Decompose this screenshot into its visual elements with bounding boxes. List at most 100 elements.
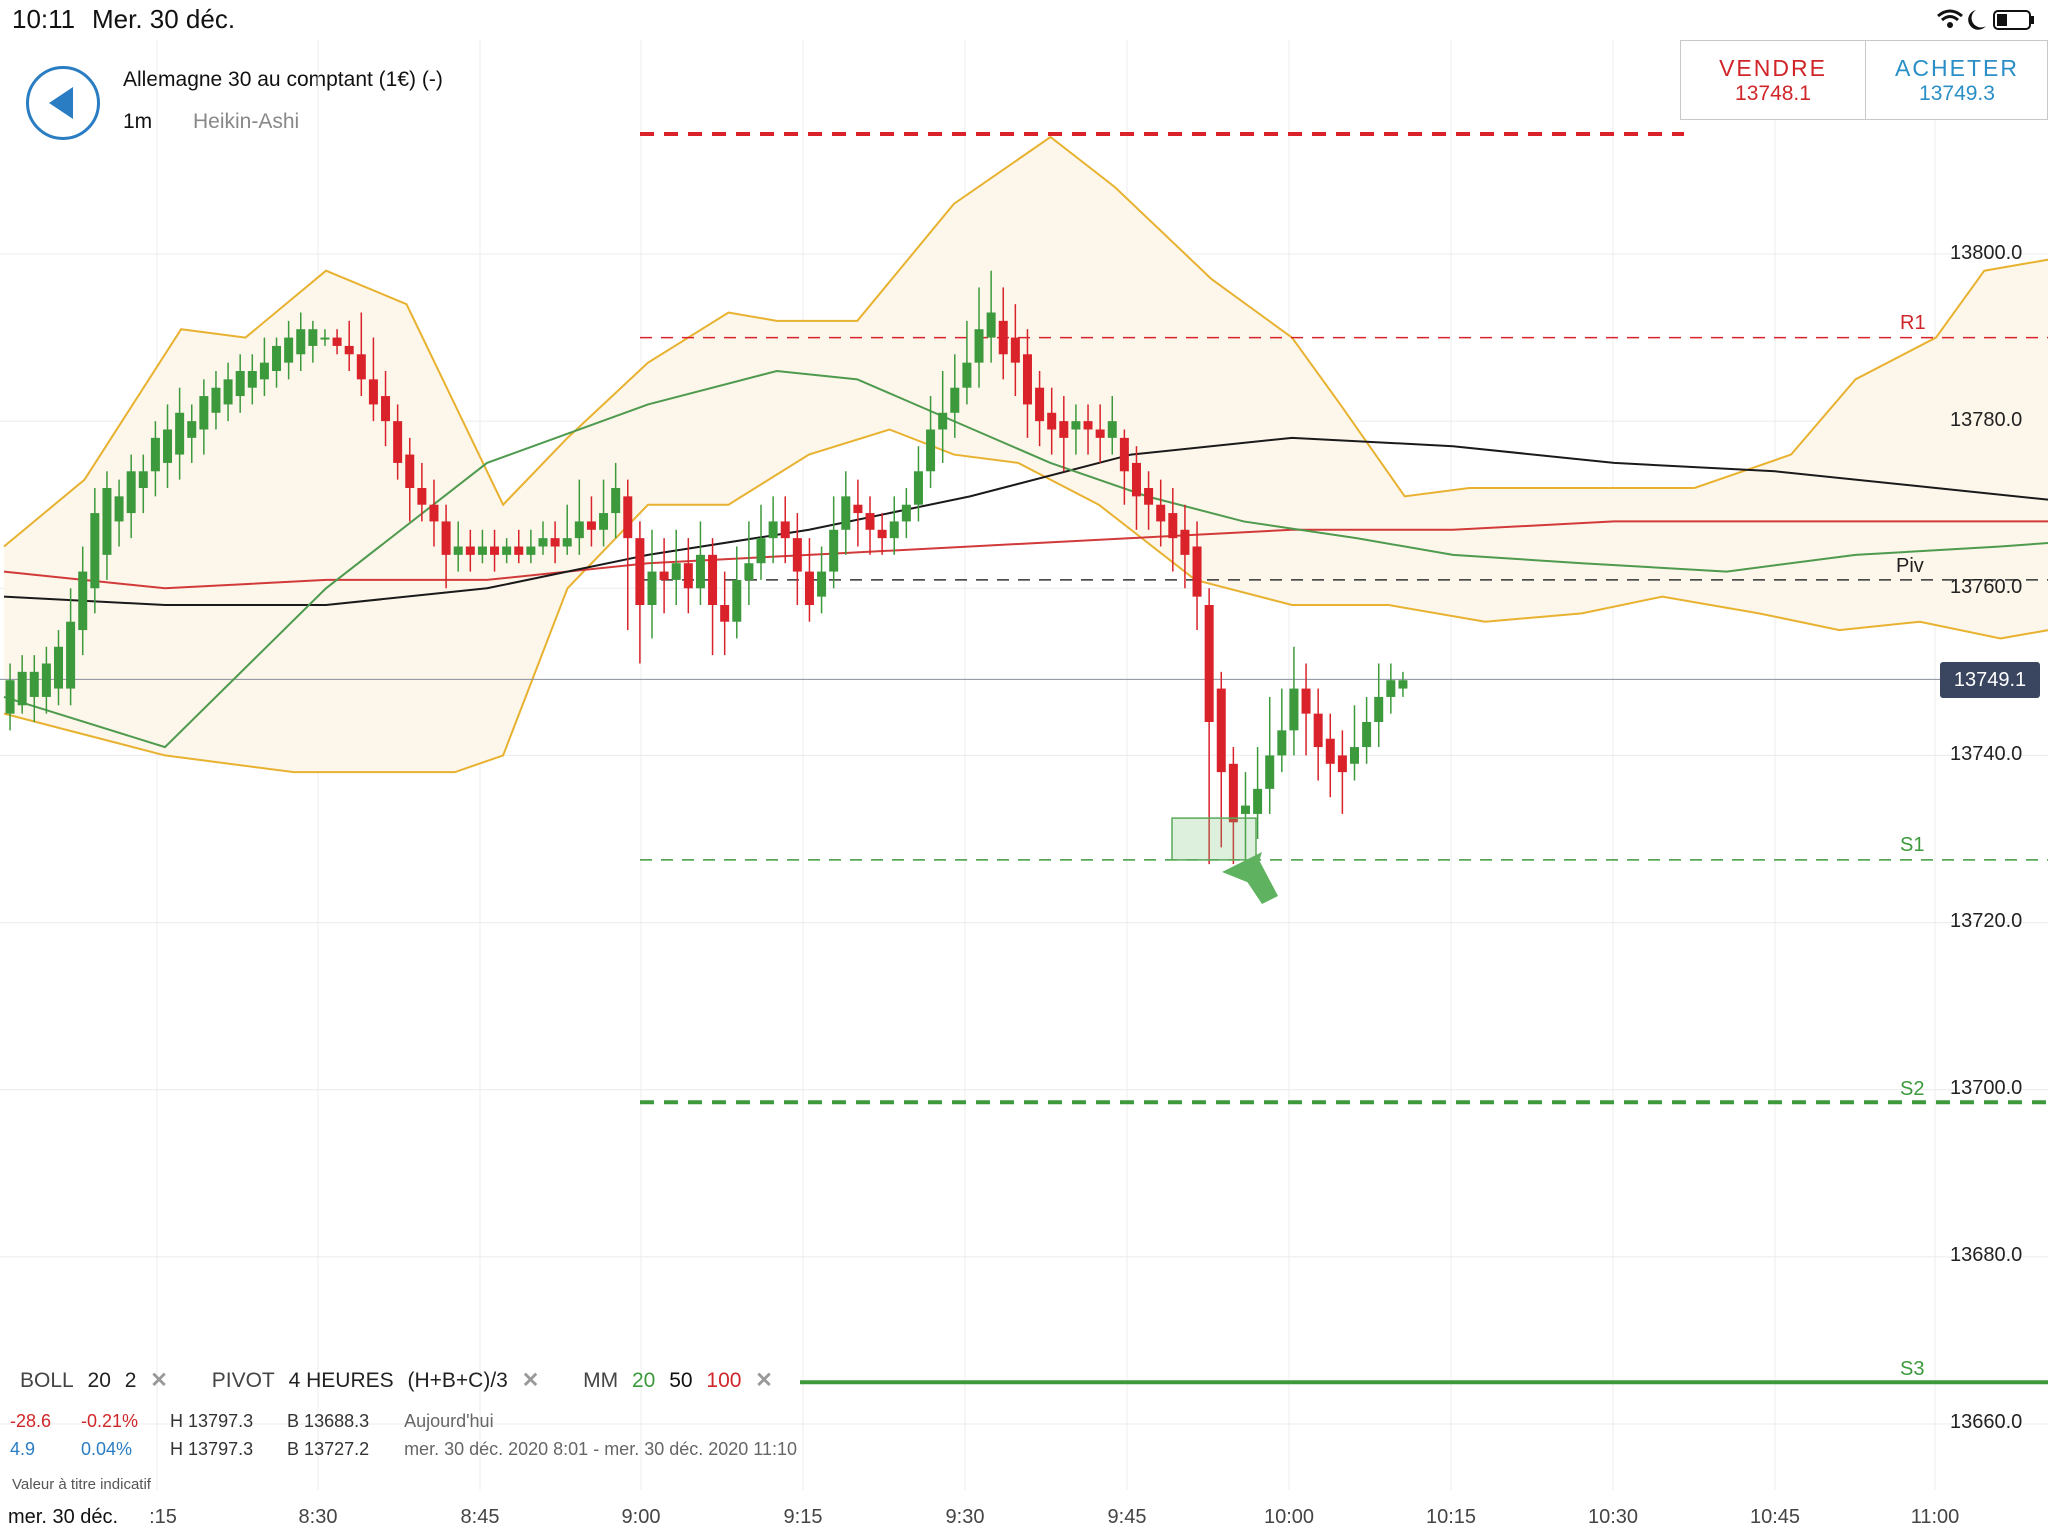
- remove-boll-icon[interactable]: ✕: [150, 1369, 168, 1392]
- candle-body: [586, 521, 596, 530]
- candle: [550, 521, 560, 564]
- candle: [405, 437, 415, 522]
- candle-body: [150, 437, 160, 472]
- high-value: H 13797.3: [170, 1411, 254, 1431]
- candle-body: [611, 488, 621, 514]
- candle: [538, 521, 548, 555]
- candle: [526, 529, 536, 564]
- candle-body: [599, 513, 609, 530]
- candle-body: [526, 546, 536, 555]
- x-tick: 8:30: [298, 1506, 338, 1528]
- x-tick: 8:45: [460, 1506, 500, 1528]
- wifi-icon: [1937, 9, 1963, 28]
- candle: [163, 404, 173, 488]
- candle: [1119, 429, 1129, 505]
- sell-button[interactable]: VENDRE 13748.1: [1681, 41, 1866, 119]
- candle-body: [962, 362, 972, 388]
- price-chart[interactable]: [0, 0, 2048, 1500]
- candle-body: [405, 454, 415, 488]
- candle-body: [223, 379, 233, 405]
- candle: [950, 354, 960, 438]
- x-tick: 9:00: [621, 1506, 661, 1528]
- candle: [381, 371, 391, 447]
- candle-body: [817, 571, 827, 597]
- candle: [792, 513, 802, 605]
- candle: [78, 546, 88, 656]
- ma100-line: [3, 520, 2048, 590]
- status-icons: [1936, 6, 2036, 39]
- candle: [611, 462, 621, 539]
- candle: [1168, 488, 1178, 572]
- candle: [465, 529, 475, 572]
- candle-body: [1265, 755, 1275, 789]
- candle: [1386, 663, 1396, 714]
- candle-body: [623, 496, 633, 539]
- timeframe-selector[interactable]: 1m: [123, 110, 153, 133]
- candle-body: [901, 504, 911, 522]
- candle: [599, 479, 609, 547]
- candle: [998, 287, 1008, 380]
- bollinger-upper: [3, 135, 2048, 548]
- candle-body: [744, 563, 754, 580]
- candle: [211, 371, 221, 430]
- candle: [1035, 371, 1045, 447]
- candle-body: [635, 538, 645, 605]
- buy-button[interactable]: ACHETER 13749.3: [1865, 41, 2048, 119]
- candle-body: [1253, 788, 1263, 814]
- trade-panel: VENDRE 13748.1 ACHETER 13749.3: [1680, 40, 2048, 120]
- candle: [90, 488, 100, 614]
- candle: [623, 479, 633, 631]
- candle-body: [1228, 763, 1238, 823]
- mm-name[interactable]: MM: [583, 1369, 619, 1392]
- change-value: -28.6: [10, 1411, 52, 1431]
- y-tick: 13780.0: [1950, 409, 2023, 431]
- candle: [41, 646, 51, 714]
- range-label: mer. 30 déc. 2020 8:01 - mer. 30 déc. 20…: [404, 1439, 797, 1459]
- candle: [913, 446, 923, 522]
- candle: [1180, 504, 1190, 589]
- candle: [393, 404, 403, 480]
- candle-body: [1059, 421, 1069, 438]
- instrument-name[interactable]: Allemagne 30 au comptant (1€) (-): [123, 68, 443, 91]
- candlesticks: [5, 270, 1408, 865]
- candle-body: [998, 320, 1008, 355]
- candle-body: [538, 538, 548, 547]
- indicator-legend: BOLL 20 2 ✕ PIVOT 4 HEURES (H+B+C)/3 ✕ M…: [20, 1368, 773, 1393]
- candle: [138, 454, 148, 514]
- remove-pivot-icon[interactable]: ✕: [521, 1369, 540, 1392]
- candle-body: [889, 521, 899, 539]
- mm-20: 20: [631, 1369, 656, 1392]
- boll-name[interactable]: BOLL: [20, 1369, 74, 1392]
- candle: [768, 496, 778, 564]
- candle-body: [1204, 605, 1214, 722]
- back-button[interactable]: [26, 66, 100, 140]
- change-percent: 0.04%: [81, 1439, 133, 1459]
- candle-body: [792, 538, 802, 572]
- x-tick: 9:15: [783, 1506, 823, 1528]
- candle: [1301, 663, 1311, 756]
- pivot-name[interactable]: PIVOT: [211, 1369, 275, 1392]
- candle-body: [1095, 429, 1105, 438]
- chart-type-selector[interactable]: Heikin-Ashi: [193, 110, 300, 133]
- candle-body: [913, 471, 923, 505]
- candle-body: [550, 538, 560, 547]
- sell-label: VENDRE: [1719, 55, 1827, 81]
- candle-body: [1022, 354, 1032, 405]
- candle-body: [768, 521, 778, 539]
- remove-mm-icon[interactable]: ✕: [755, 1369, 773, 1392]
- candle: [1325, 713, 1335, 798]
- candle-body: [1071, 421, 1081, 430]
- candle: [574, 479, 584, 555]
- candle: [235, 354, 245, 413]
- candle: [1349, 705, 1359, 781]
- candle-body: [938, 412, 948, 430]
- battery-icon: [1993, 10, 2034, 30]
- candle: [1156, 479, 1166, 547]
- candle: [1131, 446, 1141, 530]
- moving-averages: [3, 369, 2048, 749]
- candle: [320, 329, 330, 346]
- candle: [1107, 396, 1117, 455]
- status-time: 10:11: [12, 4, 76, 34]
- candle: [126, 454, 136, 539]
- candle-body: [417, 488, 427, 505]
